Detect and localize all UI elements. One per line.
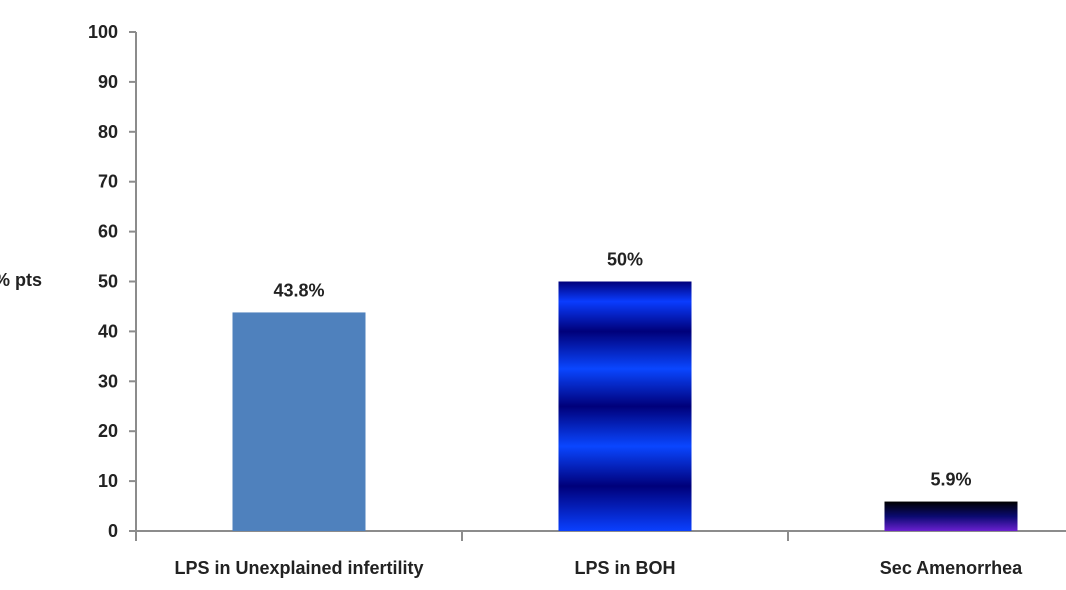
y-tick-label: 90 bbox=[98, 72, 118, 92]
y-axis-label: % pts bbox=[0, 270, 42, 290]
y-tick-label: 50 bbox=[98, 272, 118, 292]
data-label: 50% bbox=[607, 250, 643, 270]
bar bbox=[884, 501, 1018, 531]
y-tick-label: 10 bbox=[98, 471, 118, 491]
data-label: 43.8% bbox=[273, 280, 324, 300]
y-tick-label: 30 bbox=[98, 371, 118, 391]
y-tick-label: 0 bbox=[108, 521, 118, 541]
y-tick-label: 40 bbox=[98, 321, 118, 341]
y-tick-label: 100 bbox=[88, 22, 118, 42]
bar bbox=[558, 281, 692, 531]
y-tick-label: 60 bbox=[98, 222, 118, 242]
y-tick-label: 70 bbox=[98, 172, 118, 192]
bar bbox=[232, 312, 366, 531]
x-tick-label: LPS in Unexplained infertility bbox=[174, 558, 423, 578]
x-tick-label: LPS in BOH bbox=[574, 558, 675, 578]
y-tick-label: 80 bbox=[98, 122, 118, 142]
y-tick-label: 20 bbox=[98, 421, 118, 441]
data-label: 5.9% bbox=[930, 470, 971, 490]
x-tick-label: Sec Amenorrhea bbox=[880, 558, 1023, 578]
